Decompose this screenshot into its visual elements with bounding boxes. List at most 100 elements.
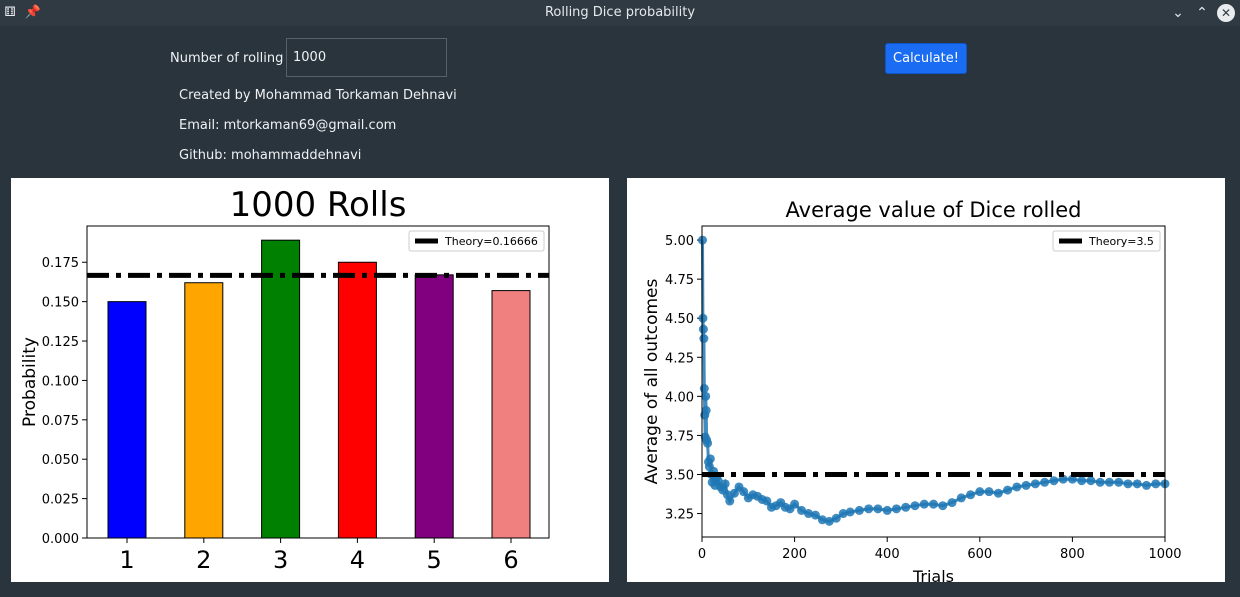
calculate-button[interactable]: Calculate!: [885, 43, 967, 74]
data-point: [966, 490, 976, 500]
bar-3: [261, 239, 301, 539]
x-tick-label: 4: [350, 546, 365, 574]
data-point: [797, 505, 807, 515]
data-point: [831, 513, 841, 523]
x-tick-label: 400: [875, 547, 900, 562]
data-point: [993, 488, 1003, 498]
github-text: Github: mohammaddehnavi: [179, 148, 362, 163]
legend-box: [408, 230, 545, 252]
data-point: [720, 479, 730, 489]
data-point: [1003, 485, 1013, 495]
data-point: [1030, 479, 1040, 489]
y-tick-label: 0.075: [42, 414, 79, 429]
data-point: [1123, 479, 1133, 489]
x-tick-label: 0: [698, 547, 706, 562]
data-point: [919, 499, 929, 509]
data-point: [803, 509, 813, 519]
rolls-label: Number of rolling: [170, 51, 284, 66]
rolls-input[interactable]: [286, 38, 447, 77]
data-point: [1104, 477, 1114, 487]
y-axis-label: Probability: [20, 337, 40, 427]
bar-1: [107, 301, 147, 539]
data-point: [845, 507, 855, 517]
bar-2: [184, 282, 224, 539]
data-point: [854, 505, 864, 515]
x-tick-label: 6: [503, 546, 518, 574]
y-tick-label: 0.050: [42, 453, 79, 468]
y-tick-label: 4.50: [665, 312, 694, 327]
data-point: [1077, 476, 1087, 486]
x-tick-label: 1: [119, 546, 134, 574]
data-point: [1095, 477, 1105, 487]
data-point: [1141, 480, 1151, 490]
data-point: [1021, 480, 1031, 490]
bar-4: [337, 261, 377, 539]
bar-6: [491, 290, 531, 539]
maximize-button[interactable]: ⌃: [1196, 5, 1208, 21]
average-series-line: [701, 240, 1165, 523]
data-point: [1151, 479, 1161, 489]
y-tick-label: 3.50: [665, 468, 694, 483]
y-tick-label: 0.175: [42, 256, 79, 271]
legend-box: [1052, 230, 1161, 252]
data-point: [1012, 482, 1022, 492]
data-point: [1114, 477, 1124, 487]
data-point: [705, 454, 715, 464]
data-point: [1049, 476, 1059, 486]
data-point: [701, 405, 711, 415]
close-button[interactable]: ✕: [1217, 4, 1235, 22]
x-tick-label: 1000: [1148, 547, 1181, 562]
dice-icon: ⚅: [4, 4, 16, 20]
data-point: [810, 510, 820, 520]
data-point: [901, 502, 911, 512]
data-point: [762, 496, 772, 506]
data-point: [729, 488, 739, 498]
minimize-button[interactable]: ⌄: [1172, 5, 1184, 21]
data-point: [882, 505, 892, 515]
data-point: [699, 334, 709, 344]
y-tick-label: 3.75: [665, 429, 694, 444]
y-axis-label: Average of all outcomes: [642, 278, 662, 484]
y-tick-label: 0.000: [42, 532, 79, 547]
chart-title: 1000 Rolls: [230, 185, 407, 225]
data-point: [698, 324, 708, 334]
y-tick-label: 0.025: [42, 493, 79, 508]
probability-bar-chart: 1000 Rolls Probability 0.000 0.025 0.050 0.07…: [20, 185, 550, 574]
email-text: Email: mtorkaman69@gmail.com: [179, 118, 397, 133]
y-tick-label: 0.100: [42, 374, 79, 389]
pin-icon[interactable]: 📌: [24, 4, 42, 20]
plot-frame: [86, 225, 550, 539]
x-tick-label: 2: [196, 546, 211, 574]
y-tick-label: 4.00: [665, 390, 694, 405]
window-title: Rolling Dice probability: [544, 5, 696, 20]
data-point: [739, 487, 749, 497]
plot-frame: [701, 225, 1166, 538]
data-point: [984, 487, 994, 497]
y-tick-label: 0.125: [42, 335, 79, 350]
data-point: [824, 516, 834, 526]
data-point: [703, 438, 713, 448]
data-point: [947, 498, 957, 508]
data-point: [910, 501, 920, 511]
y-tick-label: 5.00: [665, 234, 694, 249]
data-point: [699, 384, 709, 394]
title-bar: ⚅ 📌 Rolling Dice probability ⌄ ⌃ ✕: [0, 0, 1240, 26]
data-point: [975, 487, 985, 497]
data-point: [929, 499, 938, 509]
data-point: [938, 501, 948, 511]
average-chart-panel: Average value of Dice rolled Average of a…: [627, 178, 1225, 586]
x-tick-label: 800: [1060, 547, 1085, 562]
probability-chart-panel: 1000 Rolls Probability 0.000 0.025 0.050 0.07…: [11, 178, 609, 582]
x-tick-label: 200: [782, 547, 807, 562]
legend-label: Theory=3.5: [1088, 235, 1154, 248]
data-point: [701, 391, 711, 401]
bar-5: [414, 274, 454, 539]
data-point: [864, 504, 874, 514]
legend-label: Theory=0.16666: [444, 235, 538, 248]
y-tick-label: 4.25: [665, 351, 694, 366]
data-point: [790, 499, 800, 509]
data-point: [838, 509, 848, 519]
created-by-text: Created by Mohammad Torkaman Dehnavi: [179, 88, 457, 103]
x-tick-label: 5: [427, 546, 442, 574]
data-point: [956, 493, 966, 503]
